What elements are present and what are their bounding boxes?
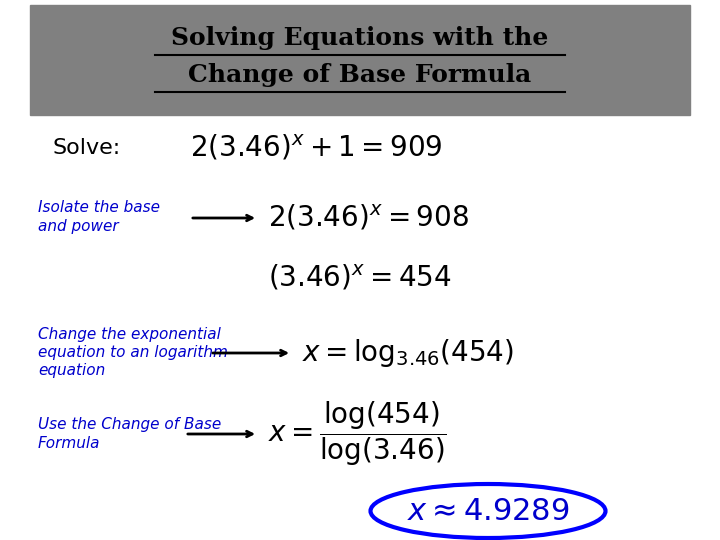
Text: and power: and power	[38, 219, 119, 233]
FancyBboxPatch shape	[30, 5, 690, 115]
Text: equation to an logarithm: equation to an logarithm	[38, 346, 228, 361]
Text: $x=\log_{3.46}\!\left(454\right)$: $x=\log_{3.46}\!\left(454\right)$	[302, 337, 514, 369]
Text: $\left(3.46\right)^{x}=454$: $\left(3.46\right)^{x}=454$	[268, 264, 451, 293]
Ellipse shape	[371, 484, 606, 538]
Text: equation: equation	[38, 363, 105, 379]
Text: Use the Change of Base: Use the Change of Base	[38, 417, 221, 433]
Text: $2\left(3.46\right)^{x}+1=909$: $2\left(3.46\right)^{x}+1=909$	[190, 133, 443, 163]
Text: $x=\dfrac{\log\!\left(454\right)}{\log\!\left(3.46\right)}$: $x=\dfrac{\log\!\left(454\right)}{\log\!…	[268, 400, 447, 468]
Text: Change the exponential: Change the exponential	[38, 327, 221, 342]
Text: $x\approx4.9289$: $x\approx4.9289$	[407, 496, 570, 526]
Text: $2\left(3.46\right)^{x}=908$: $2\left(3.46\right)^{x}=908$	[268, 203, 469, 233]
Text: Solve:: Solve:	[52, 138, 120, 158]
Text: Formula: Formula	[38, 435, 101, 450]
Text: Change of Base Formula: Change of Base Formula	[189, 63, 531, 87]
Text: Solving Equations with the: Solving Equations with the	[171, 26, 549, 50]
Text: Isolate the base: Isolate the base	[38, 200, 160, 215]
